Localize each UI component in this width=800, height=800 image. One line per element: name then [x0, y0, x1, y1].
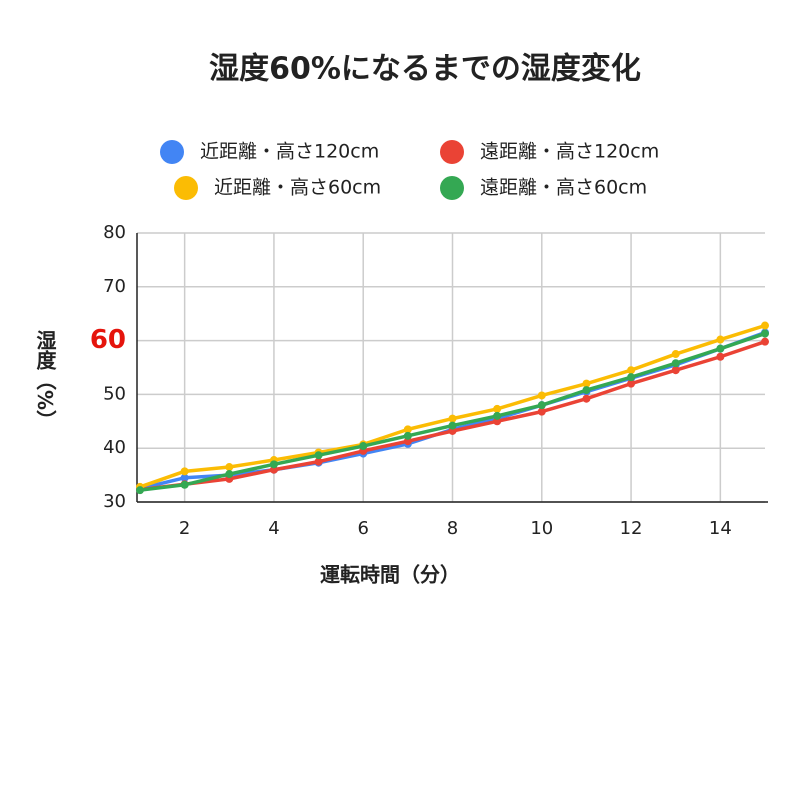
data-point	[761, 329, 769, 338]
legend-marker	[440, 140, 464, 164]
x-tick-label: 12	[620, 518, 643, 539]
y-tick-label: 70	[103, 276, 126, 297]
x-tick-label: 14	[709, 518, 732, 539]
data-point	[761, 337, 769, 346]
legend-marker	[440, 176, 464, 200]
data-point	[403, 431, 412, 440]
x-tick-label: 8	[447, 518, 458, 539]
data-point	[225, 470, 234, 479]
data-point	[136, 486, 144, 495]
data-point	[627, 366, 636, 375]
legend-marker	[160, 140, 184, 164]
data-point	[180, 467, 189, 476]
x-tick-label: 4	[268, 518, 279, 539]
legend-label: 遠距離・高さ120cm	[480, 141, 659, 163]
x-axis-title: 運転時間（分）	[320, 563, 460, 587]
chart-title: 湿度60%になるまでの湿度変化	[209, 52, 641, 87]
data-point	[314, 451, 323, 460]
data-point	[537, 391, 546, 400]
data-point	[403, 425, 412, 434]
data-point	[716, 352, 725, 361]
y-tick-label: 80	[103, 222, 126, 243]
data-point	[582, 386, 591, 395]
data-point	[180, 480, 189, 489]
data-point	[716, 344, 725, 353]
legend-label: 近距離・高さ60cm	[214, 177, 381, 199]
x-tick-label: 10	[530, 518, 553, 539]
data-point	[627, 379, 636, 388]
y-axis-title: 湿度（%）	[33, 330, 57, 430]
x-tick-label: 6	[357, 518, 368, 539]
data-point	[537, 407, 546, 416]
data-point	[716, 335, 725, 344]
y-tick-label: 50	[103, 383, 126, 404]
data-point	[493, 404, 502, 413]
data-point	[269, 460, 278, 469]
data-point	[671, 359, 680, 368]
data-point	[448, 421, 457, 430]
data-point	[359, 442, 368, 451]
data-point	[671, 350, 680, 359]
y-tick-label: 40	[103, 437, 126, 458]
data-point	[314, 457, 323, 466]
data-point	[537, 401, 546, 410]
data-point	[180, 473, 189, 482]
data-point	[582, 394, 591, 403]
y-tick-label: 60	[90, 325, 126, 355]
data-point	[225, 463, 234, 472]
data-point	[582, 379, 591, 388]
x-tick-label: 2	[179, 518, 190, 539]
y-tick-label: 30	[103, 491, 126, 512]
data-point	[627, 373, 636, 382]
data-point	[448, 414, 457, 423]
data-point	[761, 321, 769, 330]
data-point	[671, 366, 680, 375]
data-point	[493, 411, 502, 420]
legend-label: 遠距離・高さ60cm	[480, 177, 647, 199]
legend-marker	[174, 176, 198, 200]
legend-label: 近距離・高さ120cm	[200, 141, 379, 163]
